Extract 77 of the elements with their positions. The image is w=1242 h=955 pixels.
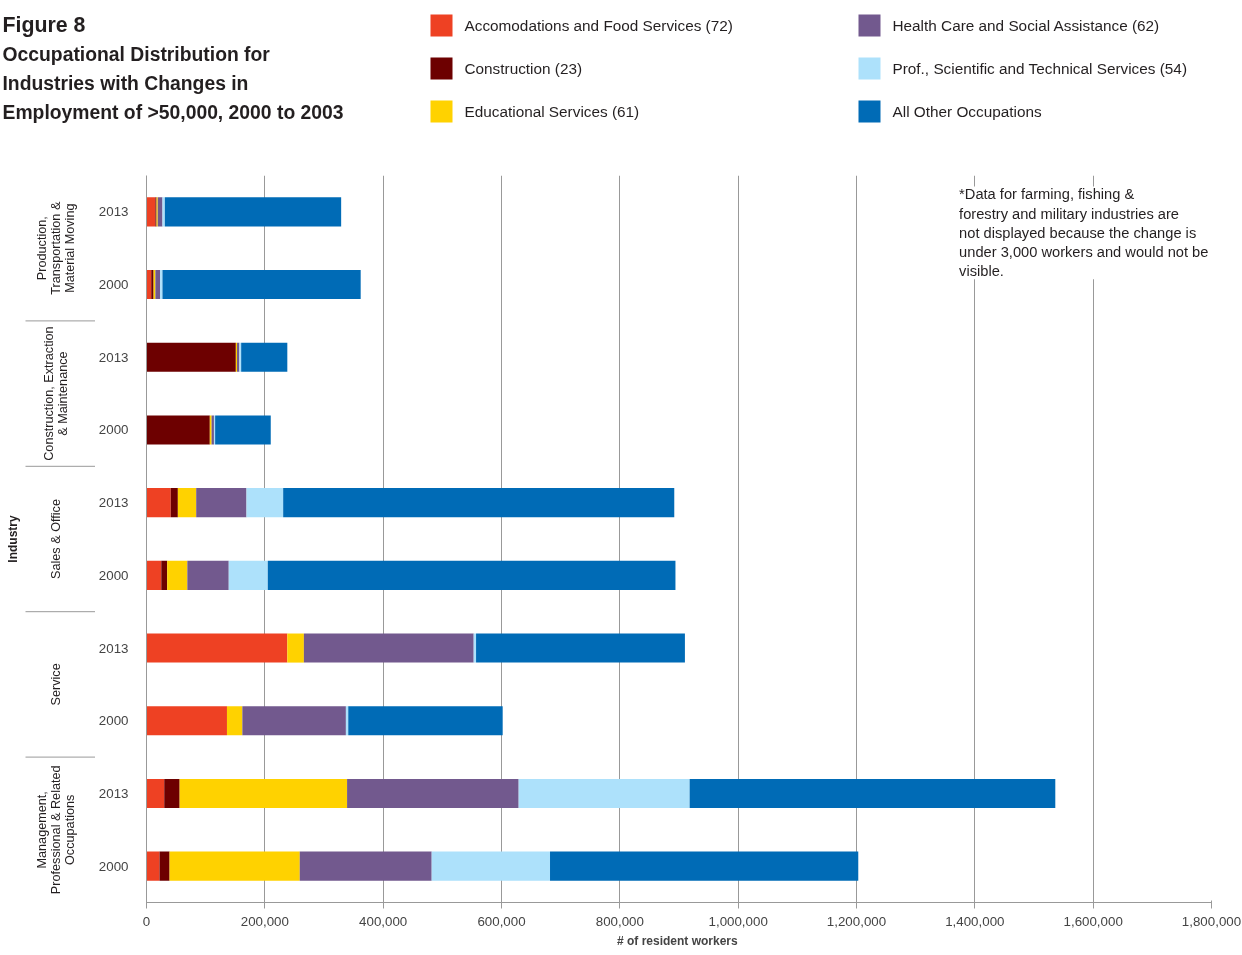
text: Construction, Extraction & Maintenance [41,326,70,461]
x-tick-label: 800,000 [595,913,644,929]
legend-label: Prof., Scientific and Technical Services (54) [892,60,1187,77]
bar [146,778,165,808]
x-tick-label: 0 [142,913,151,929]
y-tick-label: 2000 [98,567,129,583]
bar [303,633,474,663]
bar [159,851,170,881]
bar [348,706,503,736]
y-tick-label: 2013 [98,495,129,511]
y-tick-label: 2013 [98,640,129,656]
bar [164,778,180,808]
legend-label: Educational Services (61) [464,103,640,120]
y-tick-label: 2000 [98,277,129,293]
chart-title: Figure 8 [2,12,86,37]
bar [146,197,156,227]
legend-label: Construction (23) [464,60,583,77]
bar [164,197,342,227]
x-tick-label: 1,000,000 [708,913,768,929]
bar [226,706,243,736]
legend-label: All Other Occupations [892,103,1042,120]
legend-label: Accomodations and Food Services (72) [464,17,733,34]
bar [241,342,288,372]
bar [146,488,171,518]
x-tick-label: 1,200,000 [826,913,887,929]
text: Production, Transportation & Material Moving [34,201,77,295]
bar [177,488,197,518]
bar [161,560,168,590]
y-tick-label: 2000 [98,858,129,874]
bar [146,706,227,736]
y-tick-label: 2000 [98,422,129,438]
bar [347,778,519,808]
x-tick-label: 1,400,000 [945,913,1005,929]
bar [167,560,188,590]
bar [246,488,284,518]
x-tick-label: 1,600,000 [1063,913,1123,929]
bar [146,851,160,881]
bar [169,851,300,881]
y-tick-label: 2013 [98,785,129,801]
bar [287,633,304,663]
bar [550,851,859,881]
x-tick-label: 600,000 [477,913,526,929]
bar [162,270,361,300]
x-tick-label: 1,800,000 [1181,913,1242,929]
chart-subtitle: Occupational Distribution for Industries with Changes in Employment of >50,000, 2000 to 2003 [2,44,344,123]
bar [155,270,161,300]
bar [476,633,685,663]
bar [146,415,210,445]
x-tick-label: 200,000 [240,913,289,929]
bar [431,851,551,881]
bar [283,488,675,518]
bar [228,560,268,590]
bar [170,488,178,518]
bar [215,415,271,445]
text: Sales & Office [48,499,63,579]
bar [518,778,690,808]
annotation: *Data for farming, fishing & forestry and military industries are not displayed because the change is under 3,000 workers and would not be visible. [959,186,1209,280]
x-tick-label: 400,000 [359,913,408,929]
text: Industry [5,515,20,563]
bar [146,560,162,590]
bar [179,778,348,808]
x-axis-title: # of resident workers [616,933,739,948]
text: Service [48,663,63,706]
text: Management, Professional & Related Occupations [34,765,77,895]
bar [162,197,165,227]
y-tick-label: 2013 [98,204,129,220]
bar [196,488,247,518]
bar [146,633,288,663]
bar [299,851,432,881]
y-tick-label: 2000 [98,713,129,729]
bar [242,706,346,736]
bar [689,778,1056,808]
y-tick-label: 2013 [98,349,129,365]
legend-label: Health Care and Social Assistance (62) [892,17,1160,34]
bar [146,342,236,372]
bar [267,560,676,590]
bar [187,560,229,590]
